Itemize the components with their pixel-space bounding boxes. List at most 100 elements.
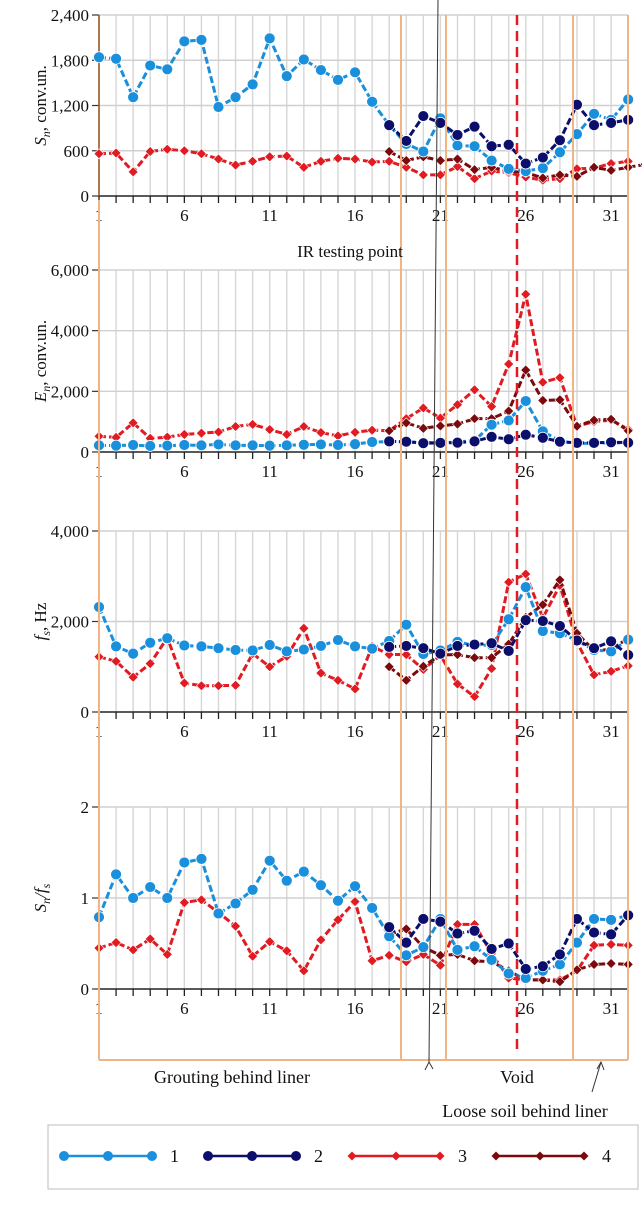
data-point — [434, 420, 446, 432]
data-point — [400, 674, 412, 686]
data-point — [383, 146, 395, 157]
data-point — [417, 437, 430, 450]
data-point — [297, 865, 310, 878]
data-point — [536, 431, 549, 444]
panel-snfs: 012161116212631Sn/fs — [31, 798, 635, 1018]
data-point — [519, 157, 532, 170]
legend-item-s4: 4 — [491, 1146, 611, 1166]
data-point — [605, 436, 617, 449]
data-point — [417, 169, 429, 181]
legend-marker — [147, 1151, 157, 1161]
x-tick-label: 6 — [180, 999, 189, 1018]
legend-marker — [59, 1151, 69, 1161]
data-point — [400, 949, 413, 962]
legend-marker — [391, 1151, 401, 1161]
series-s4 — [383, 146, 642, 184]
data-point — [161, 892, 174, 904]
data-point — [280, 645, 293, 658]
series-s3 — [93, 568, 634, 703]
data-point — [554, 976, 566, 988]
data-point — [127, 892, 140, 904]
x-tick-label: 16 — [347, 722, 364, 741]
data-point — [502, 433, 515, 446]
series-line-s4 — [388, 578, 629, 682]
data-point — [468, 435, 481, 448]
x-tick-label: 21 — [432, 999, 449, 1018]
data-point — [588, 436, 600, 449]
data-point — [246, 78, 259, 91]
data-point — [229, 91, 242, 104]
data-point — [297, 53, 310, 66]
data-point — [469, 652, 480, 664]
data-point — [383, 949, 395, 961]
data-point — [213, 153, 224, 165]
data-point — [503, 576, 515, 588]
legend-marker — [291, 1151, 301, 1161]
y-tick-label: 2,000 — [51, 613, 89, 632]
data-point — [315, 64, 327, 76]
x-tick-label: 6 — [180, 462, 189, 481]
data-point — [127, 91, 140, 104]
data-point — [127, 671, 139, 683]
data-point — [553, 958, 566, 971]
data-point — [451, 943, 464, 956]
data-point — [212, 907, 225, 920]
data-point — [519, 963, 532, 975]
data-point — [349, 66, 361, 79]
data-point — [469, 164, 480, 176]
data-point — [537, 172, 549, 184]
x-tick-label: 26 — [517, 722, 534, 741]
data-point — [485, 943, 498, 955]
data-point — [417, 913, 430, 925]
data-point — [605, 665, 617, 677]
data-point — [110, 147, 122, 159]
data-point — [554, 169, 566, 181]
data-point — [315, 155, 327, 167]
data-point — [366, 424, 378, 436]
data-point — [469, 384, 480, 396]
x-tick-label: 31 — [603, 206, 620, 225]
data-point — [434, 949, 446, 961]
data-point — [383, 921, 396, 934]
data-point — [554, 574, 566, 586]
data-point — [315, 667, 327, 679]
data-point — [366, 955, 378, 967]
y-tick-label: 0 — [81, 187, 90, 206]
y-axis-title: fs, Hz — [31, 602, 53, 640]
data-point — [469, 955, 480, 967]
data-point — [469, 413, 480, 425]
data-point — [434, 169, 446, 181]
data-point — [588, 642, 600, 655]
data-point — [315, 934, 327, 946]
series-line-s1 — [97, 857, 629, 980]
data-point — [519, 428, 532, 441]
x-tick-label: 11 — [262, 722, 278, 741]
data-point — [451, 927, 464, 940]
annotation-void: Void — [500, 1067, 534, 1087]
data-point — [400, 161, 412, 173]
data-point — [503, 358, 515, 370]
data-point — [486, 663, 498, 674]
series-s1 — [93, 581, 635, 660]
x-tick-label: 11 — [262, 462, 278, 481]
data-point — [452, 161, 463, 173]
data-point — [315, 427, 327, 439]
y-tick-label: 4,000 — [51, 522, 89, 541]
data-point — [485, 140, 498, 153]
data-point — [571, 634, 583, 647]
y-tick-label: 0 — [81, 980, 90, 999]
y-tick-label: 1,200 — [51, 97, 89, 116]
data-point — [349, 438, 361, 451]
data-point — [178, 428, 190, 440]
series-s2 — [383, 614, 635, 661]
data-point — [144, 636, 157, 649]
legend-item-s2: 2 — [203, 1146, 323, 1166]
data-point — [212, 101, 225, 113]
data-point — [161, 439, 174, 452]
data-point — [263, 639, 276, 651]
data-point — [332, 439, 344, 451]
data-point — [605, 635, 617, 648]
